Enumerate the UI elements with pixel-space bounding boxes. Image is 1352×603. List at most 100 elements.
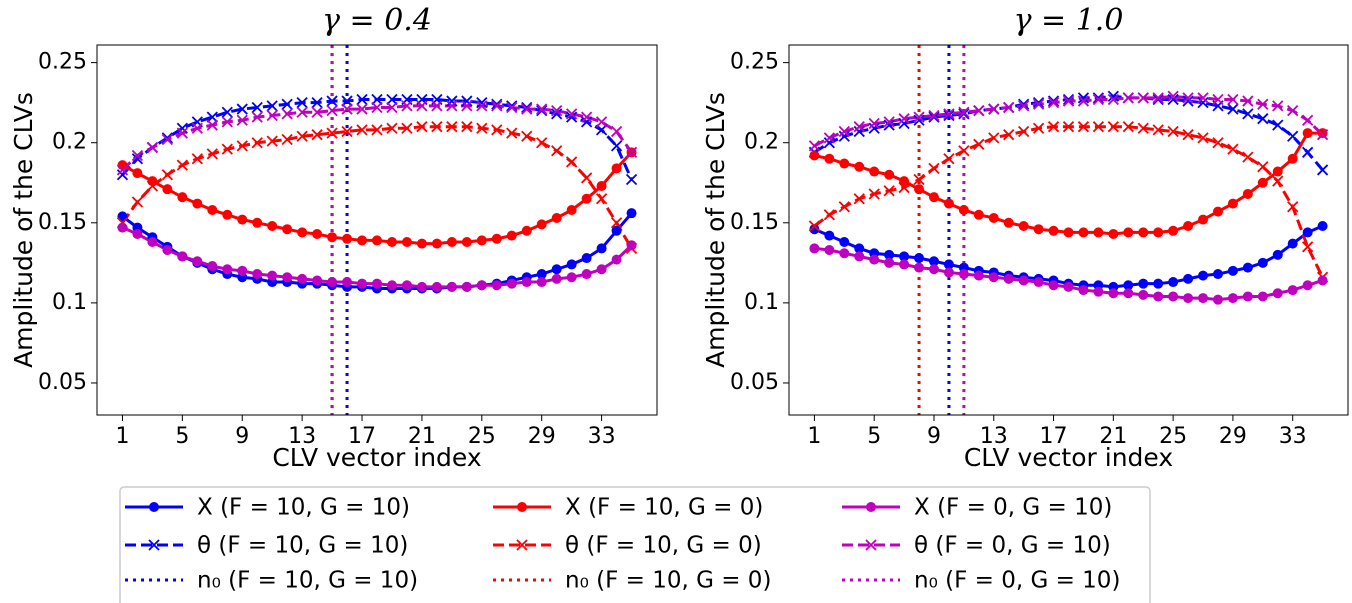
- x-marker: [536, 105, 548, 117]
- x-tick-label: 17: [1040, 424, 1068, 449]
- x-marker: [853, 125, 865, 138]
- y-tick-label: 0.25: [38, 50, 87, 75]
- x-marker: [251, 137, 263, 149]
- dot-marker: [824, 230, 835, 241]
- dot-marker: [342, 277, 353, 288]
- dot-marker: [1242, 188, 1253, 199]
- dot-marker: [1198, 293, 1209, 304]
- x-marker: [853, 193, 865, 205]
- dot-marker: [1108, 288, 1119, 299]
- x-marker: [281, 133, 293, 146]
- x-marker: [808, 220, 821, 232]
- x-marker: [1018, 98, 1030, 110]
- x-marker: [281, 98, 293, 110]
- dot-marker: [581, 193, 592, 204]
- dot-marker: [267, 270, 278, 281]
- x-marker: [1302, 146, 1314, 158]
- dot-marker: [431, 281, 442, 292]
- x-marker: [206, 119, 218, 131]
- x-tick-label: 29: [528, 424, 556, 449]
- dot-marker: [132, 168, 143, 179]
- x-marker: [521, 103, 533, 115]
- x-marker: [461, 95, 473, 107]
- x-marker: [868, 188, 880, 200]
- x-marker: [401, 100, 413, 112]
- x-marker: [251, 111, 263, 123]
- dot-marker: [1048, 225, 1059, 236]
- x-marker: [371, 124, 383, 136]
- x-tick-label: 29: [1219, 424, 1247, 449]
- dot-marker: [884, 257, 895, 268]
- dot-marker: [1168, 225, 1179, 236]
- x-marker: [146, 180, 159, 192]
- x-marker: [1287, 130, 1299, 142]
- x-marker: [580, 172, 593, 184]
- dot-marker: [611, 163, 622, 174]
- dot-marker: [1018, 275, 1029, 286]
- dot-marker: [372, 278, 382, 289]
- x-marker: [251, 101, 263, 114]
- x-marker: [566, 108, 578, 120]
- x-marker: [943, 108, 955, 120]
- x-marker: [296, 97, 308, 109]
- dot-marker: [252, 269, 263, 280]
- dot-marker: [1153, 278, 1164, 289]
- dot-marker: [446, 237, 457, 248]
- dot-marker: [1063, 227, 1074, 238]
- x-marker: [1122, 121, 1134, 133]
- x-tick-label: 33: [588, 424, 616, 449]
- dot-marker: [958, 269, 969, 280]
- x-marker: [311, 97, 323, 109]
- x-marker: [823, 132, 835, 144]
- x-marker: [913, 114, 925, 126]
- dot-marker: [1227, 198, 1238, 209]
- dot-marker: [386, 237, 397, 248]
- x-marker: [913, 111, 925, 123]
- x-marker: [1227, 143, 1239, 155]
- x-marker: [883, 116, 895, 128]
- dot-marker: [809, 150, 820, 161]
- dot-marker: [1317, 275, 1328, 286]
- y-axis-label: Amplitude of the CLVs: [701, 92, 730, 368]
- dot-marker: [1183, 273, 1194, 284]
- x-marker: [236, 103, 248, 115]
- y-tick-label: 0.05: [38, 370, 87, 395]
- dot-marker: [866, 502, 876, 512]
- x-marker: [161, 132, 174, 144]
- x-marker: [506, 127, 518, 139]
- dot-marker: [1272, 288, 1283, 299]
- series-line: [814, 131, 1323, 236]
- x-marker: [853, 121, 865, 133]
- x-marker: [1062, 93, 1075, 106]
- dot-marker: [1078, 285, 1089, 296]
- dot-marker: [252, 217, 263, 228]
- dot-marker: [536, 219, 547, 230]
- x-tick-label: 1: [807, 424, 821, 449]
- dot-marker: [132, 229, 143, 240]
- dot-marker: [476, 235, 487, 246]
- x-marker: [1316, 164, 1329, 176]
- x-marker: [326, 95, 338, 107]
- dot-marker: [1153, 227, 1164, 238]
- dot-marker: [476, 280, 487, 291]
- x-tick-label: 25: [468, 424, 496, 449]
- dot-marker: [297, 227, 308, 238]
- dot-marker: [1033, 224, 1044, 235]
- x-marker: [595, 193, 608, 205]
- dot-marker: [988, 212, 999, 223]
- x-marker: [386, 101, 398, 114]
- dot-marker: [162, 184, 173, 195]
- x-marker: [1272, 100, 1284, 112]
- x-marker: [536, 103, 548, 115]
- dot-marker: [117, 211, 128, 222]
- x-tick-label: 21: [408, 424, 436, 449]
- x-marker: [176, 122, 188, 134]
- x-marker: [1092, 93, 1105, 106]
- x-marker: [536, 137, 548, 149]
- x-marker: [221, 143, 233, 155]
- dot-marker: [1257, 291, 1268, 302]
- x-marker: [898, 117, 910, 130]
- x-tick-label: 25: [1159, 424, 1187, 449]
- x-marker: [1257, 98, 1269, 110]
- dot-marker: [237, 214, 248, 225]
